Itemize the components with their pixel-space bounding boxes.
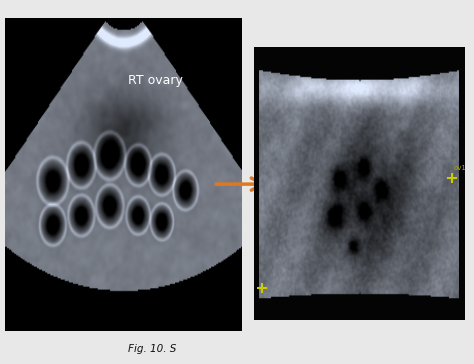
Text: Fig. 10. S: Fig. 10. S: [128, 344, 346, 354]
Text: ov1: ov1: [454, 165, 467, 171]
Text: RT ovary: RT ovary: [128, 74, 183, 87]
